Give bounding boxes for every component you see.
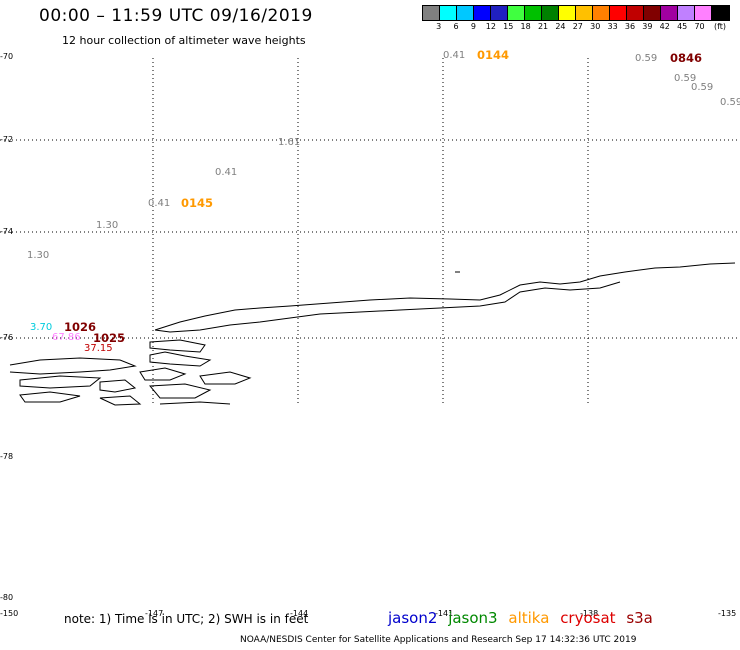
colorbar-swatch (440, 6, 457, 20)
y-tick-label: -80 (0, 593, 14, 602)
wave-height-label: 0.59 (635, 53, 658, 64)
y-tick-label: -76 (0, 333, 14, 342)
wave-height-label: 0.59 (674, 73, 697, 84)
colorbar-swatch (610, 6, 627, 20)
colorbar-swatch (525, 6, 542, 20)
colorbar-tick-label: 21 (537, 22, 549, 31)
pass-time-label: 1025 (93, 331, 126, 345)
credit-footer: NOAA/NESDIS Center for Satellite Applica… (240, 635, 637, 645)
y-tick-label: -74 (0, 227, 14, 236)
wave-height-label: 1.30 (96, 220, 119, 231)
colorbar-swatch (508, 6, 525, 20)
colorbar-swatch (644, 6, 661, 20)
wave-height-label: 1.30 (27, 250, 50, 261)
colorbar-tick-label: 9 (470, 22, 477, 31)
colorbar-tick-label: 6 (453, 22, 459, 31)
wave-height-label: 3.70 (30, 322, 53, 333)
colorbar-tick-label: 39 (642, 22, 653, 31)
x-tick-label: -141 (435, 609, 454, 618)
pass-time-label: 0144 (477, 48, 510, 62)
legend-jason2: jason2 (388, 609, 438, 627)
x-tick-label: -150 (0, 609, 19, 618)
pass-time-label: 0145 (181, 196, 214, 210)
x-tick-label: -147 (145, 609, 164, 618)
colorbar-swatch (474, 6, 491, 20)
y-tick-label: -70 (0, 52, 14, 61)
colorbar-labels: 3 6 9 12 15 18 21 24 27 30 33 36 39 42 45 70 (430, 22, 708, 31)
x-tick-label: -144 (290, 609, 309, 618)
wave-height-label: 0.59 (720, 97, 740, 108)
colorbar-swatch (457, 6, 474, 20)
legend-altika: altika (508, 609, 550, 627)
grid-lines (0, 58, 740, 405)
colorbar-tick-label: 45 (677, 22, 688, 31)
colorbar-swatch (695, 6, 712, 20)
colorbar-tick-label: 24 (555, 22, 566, 31)
wave-height-label: 1.61 (278, 137, 301, 148)
wave-height-label: 0.41 (215, 167, 238, 178)
colorbar-tick-label: 30 (590, 22, 601, 31)
colorbar-swatch (491, 6, 508, 20)
legend-cryosat: cryosat (560, 609, 616, 627)
colorbar-swatch (559, 6, 576, 20)
colorbar-swatch (576, 6, 593, 20)
colorbar-tick-label: 70 (694, 22, 705, 31)
pass-time-label: 1026 (64, 320, 97, 334)
colorbar-unit: (ft) (714, 22, 727, 31)
colorbar-swatch (712, 6, 729, 20)
wave-height-label: 0.41 (148, 198, 171, 209)
colorbar-tick-label: 36 (624, 22, 636, 31)
colorbar-swatch (678, 6, 695, 20)
wave-height-label: 0.41 (443, 50, 466, 61)
wave-height-label: 0.59 (691, 82, 714, 93)
colorbar-swatch (627, 6, 644, 20)
map-subtitle: 12 hour collection of altimeter wave hei… (62, 34, 306, 47)
colorbar-tick-label: 18 (520, 22, 531, 31)
legend-jason3: jason3 (448, 609, 498, 627)
colorbar-tick-label: 27 (572, 22, 583, 31)
wave-height-label: 67.86 (52, 332, 81, 343)
y-tick-label: -78 (0, 452, 14, 461)
legend-s3a: s3a (626, 609, 653, 627)
colorbar-tick-label: 12 (485, 22, 496, 31)
colorbar-swatch (542, 6, 559, 20)
satellite-legend: jason2 jason3 altika cryosat s3a (388, 609, 659, 627)
colorbar-tick-label: 15 (503, 22, 514, 31)
colorbar-tick-label: 42 (659, 22, 670, 31)
pass-time-label: 0846 (670, 51, 703, 65)
colorbar-swatch (593, 6, 610, 20)
footnote: note: 1) Time is in UTC; 2) SWH is in fe… (64, 612, 309, 626)
coastline (9, 262, 736, 406)
colorbar-tick-label: 33 (607, 22, 618, 31)
wave-height-label: 37.15 (84, 343, 113, 354)
colorbar-swatch (423, 6, 440, 20)
colorbar-swatch (661, 6, 678, 20)
x-tick-label: -138 (580, 609, 599, 618)
wave-height-colorbar (422, 5, 730, 21)
colorbar-tick-label: 3 (436, 22, 442, 31)
y-tick-label: -72 (0, 135, 14, 144)
x-tick-label: -135 (718, 609, 737, 618)
map-title: 00:00 – 11:59 UTC 09/16/2019 (39, 6, 313, 26)
